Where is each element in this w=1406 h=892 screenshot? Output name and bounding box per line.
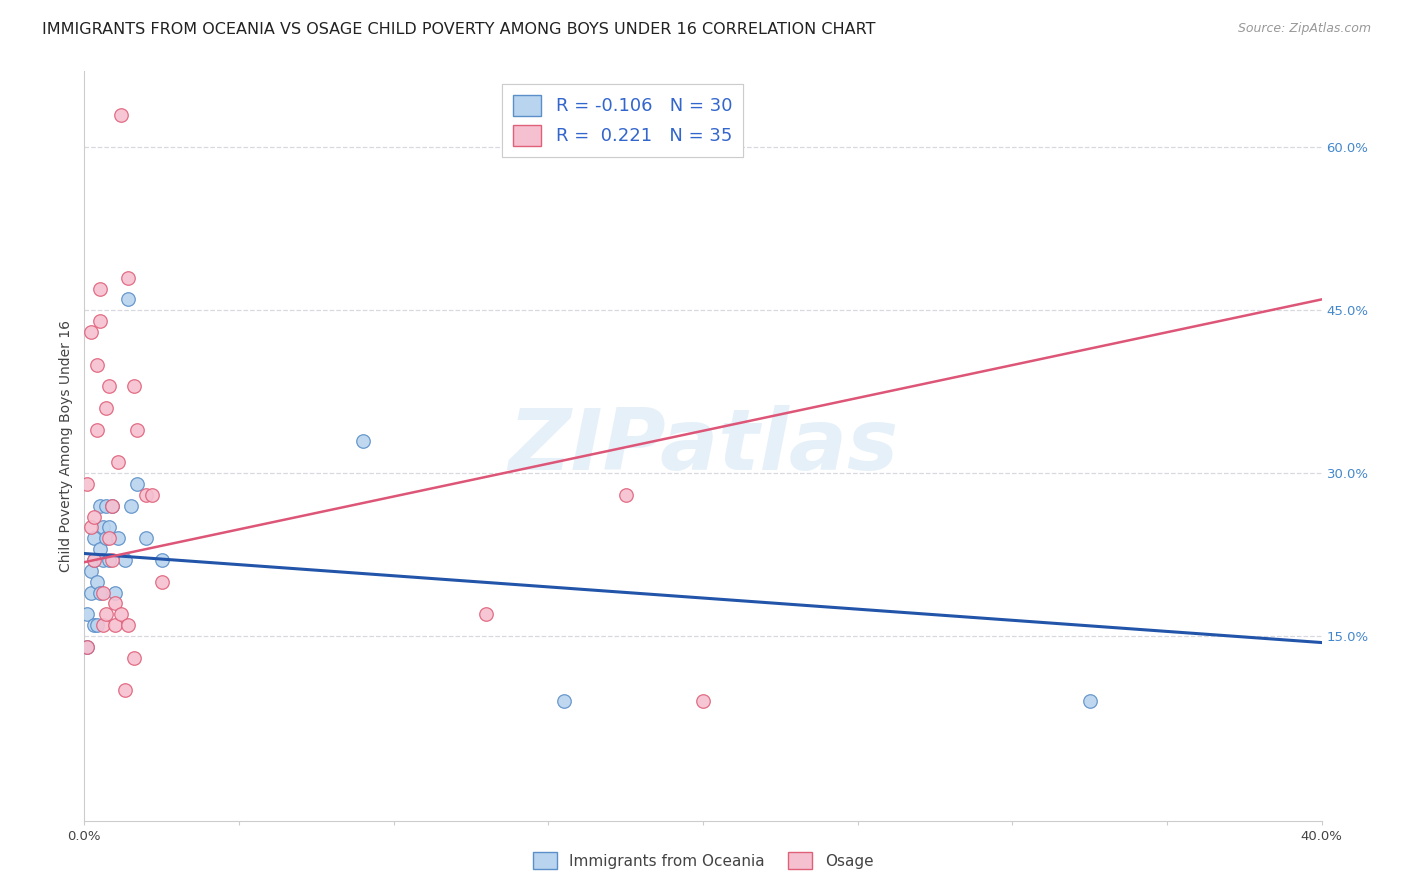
- Point: [79, 585, 101, 599]
- Point: [86, 423, 108, 437]
- Point: [125, 477, 148, 491]
- Point: [91, 585, 114, 599]
- Point: [83, 618, 105, 632]
- Point: [79, 325, 101, 339]
- Point: [86, 358, 108, 372]
- Point: [91, 618, 114, 632]
- Point: [104, 585, 127, 599]
- Point: [150, 574, 173, 589]
- Point: [692, 694, 714, 708]
- Point: [89, 542, 111, 557]
- Point: [89, 585, 111, 599]
- Point: [83, 553, 105, 567]
- Point: [114, 553, 136, 567]
- Point: [83, 531, 105, 545]
- Point: [101, 553, 124, 567]
- Point: [91, 553, 114, 567]
- Point: [120, 499, 142, 513]
- Point: [475, 607, 498, 622]
- Point: [135, 488, 157, 502]
- Point: [91, 520, 114, 534]
- Point: [553, 694, 575, 708]
- Text: ZIPatlas: ZIPatlas: [508, 404, 898, 488]
- Point: [83, 509, 105, 524]
- Point: [110, 108, 132, 122]
- Point: [94, 607, 117, 622]
- Point: [94, 401, 117, 415]
- Point: [98, 379, 121, 393]
- Legend: Immigrants from Oceania, Osage: Immigrants from Oceania, Osage: [527, 846, 879, 875]
- Point: [98, 531, 121, 545]
- Point: [107, 531, 129, 545]
- Point: [1078, 694, 1101, 708]
- Point: [98, 553, 121, 567]
- Point: [86, 574, 108, 589]
- Point: [76, 640, 98, 654]
- Point: [94, 531, 117, 545]
- Point: [117, 293, 139, 307]
- Point: [150, 553, 173, 567]
- Point: [117, 270, 139, 285]
- Point: [122, 379, 145, 393]
- Point: [89, 499, 111, 513]
- Text: IMMIGRANTS FROM OCEANIA VS OSAGE CHILD POVERTY AMONG BOYS UNDER 16 CORRELATION C: IMMIGRANTS FROM OCEANIA VS OSAGE CHILD P…: [42, 22, 876, 37]
- Text: Source: ZipAtlas.com: Source: ZipAtlas.com: [1237, 22, 1371, 36]
- Point: [614, 488, 637, 502]
- Point: [79, 520, 101, 534]
- Point: [135, 531, 157, 545]
- Point: [104, 618, 127, 632]
- Point: [107, 455, 129, 469]
- Point: [76, 477, 98, 491]
- Point: [86, 618, 108, 632]
- Point: [101, 499, 124, 513]
- Point: [76, 607, 98, 622]
- Point: [122, 650, 145, 665]
- Point: [89, 281, 111, 295]
- Point: [141, 488, 163, 502]
- Point: [125, 423, 148, 437]
- Legend: R = -0.106   N = 30, R =  0.221   N = 35: R = -0.106 N = 30, R = 0.221 N = 35: [502, 84, 744, 156]
- Point: [104, 597, 127, 611]
- Point: [101, 499, 124, 513]
- Point: [94, 499, 117, 513]
- Point: [83, 553, 105, 567]
- Point: [117, 618, 139, 632]
- Point: [98, 520, 121, 534]
- Point: [79, 564, 101, 578]
- Point: [76, 640, 98, 654]
- Y-axis label: Child Poverty Among Boys Under 16: Child Poverty Among Boys Under 16: [59, 320, 73, 572]
- Point: [352, 434, 374, 448]
- Point: [89, 314, 111, 328]
- Point: [110, 607, 132, 622]
- Point: [114, 683, 136, 698]
